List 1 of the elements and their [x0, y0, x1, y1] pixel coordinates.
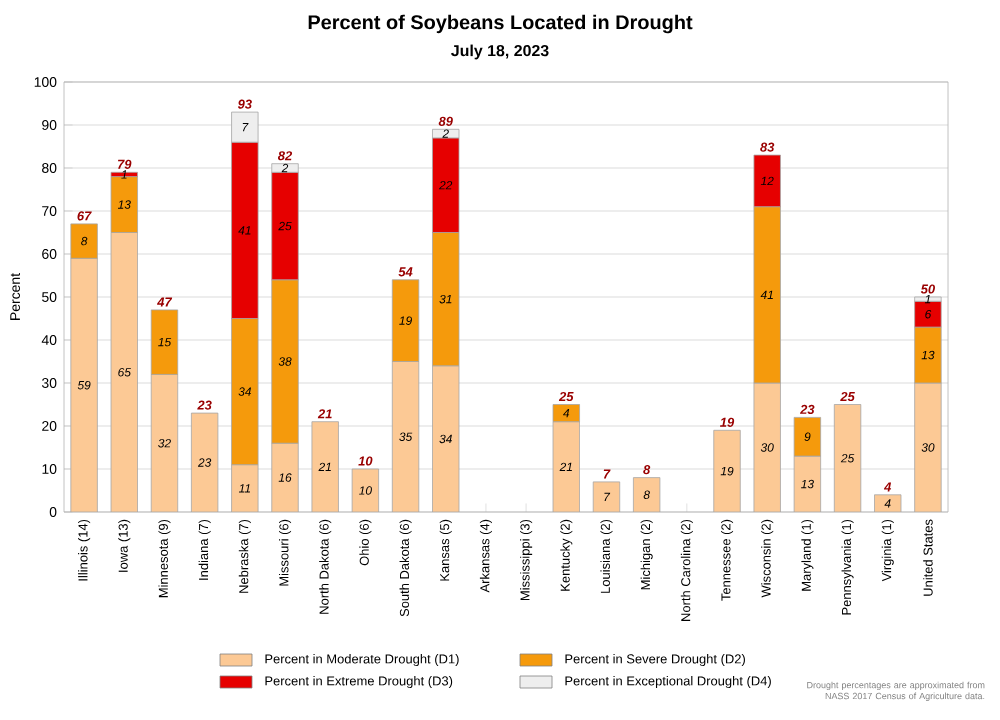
chart-title: Percent of Soybeans Located in Drought — [308, 14, 693, 34]
